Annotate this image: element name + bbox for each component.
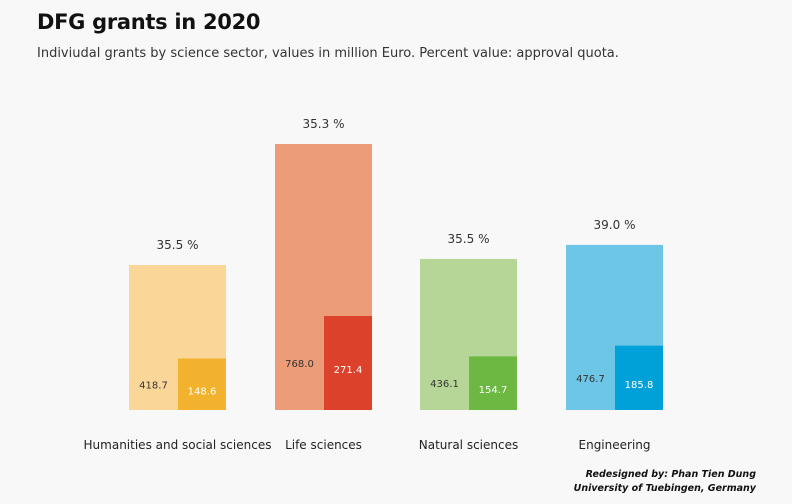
- credit-author: Redesigned by: Phan Tien Dung: [585, 469, 756, 480]
- value-label-approved: 148.6: [188, 386, 217, 397]
- value-label-requested: 476.7: [576, 374, 605, 385]
- chart-subtitle: Indiviudal grants by science sector, val…: [37, 46, 619, 61]
- grouped-bar-chart: 418.7 148.6 35.5 % Humanities and social sc…: [84, 117, 663, 452]
- approval-quota-label: 35.3 %: [303, 117, 345, 131]
- bar-approved: [469, 356, 517, 410]
- value-label-requested: 768.0: [285, 359, 314, 370]
- bar-approved: [615, 345, 663, 410]
- category-label: Engineering: [579, 438, 651, 452]
- credit-block: Redesigned by: Phan Tien Dung University…: [574, 468, 756, 496]
- value-label-requested: 418.7: [139, 380, 168, 391]
- category-label: Natural sciences: [419, 438, 518, 452]
- approval-quota-label: 39.0 %: [594, 218, 636, 232]
- category-label: Humanities and social sciences: [84, 438, 272, 452]
- bar-approved: [178, 358, 226, 410]
- value-label-approved: 185.8: [625, 380, 654, 391]
- value-label-approved: 154.7: [479, 385, 508, 396]
- category-label: Life sciences: [285, 438, 362, 452]
- credit-affiliation: University of Tuebingen, Germany: [573, 483, 756, 494]
- value-label-approved: 271.4: [334, 365, 363, 376]
- value-label-requested: 436.1: [430, 379, 459, 390]
- chart-title: DFG grants in 2020: [37, 10, 261, 34]
- approval-quota-label: 35.5 %: [157, 238, 199, 252]
- bar-approved: [324, 315, 372, 410]
- approval-quota-label: 35.5 %: [448, 232, 490, 246]
